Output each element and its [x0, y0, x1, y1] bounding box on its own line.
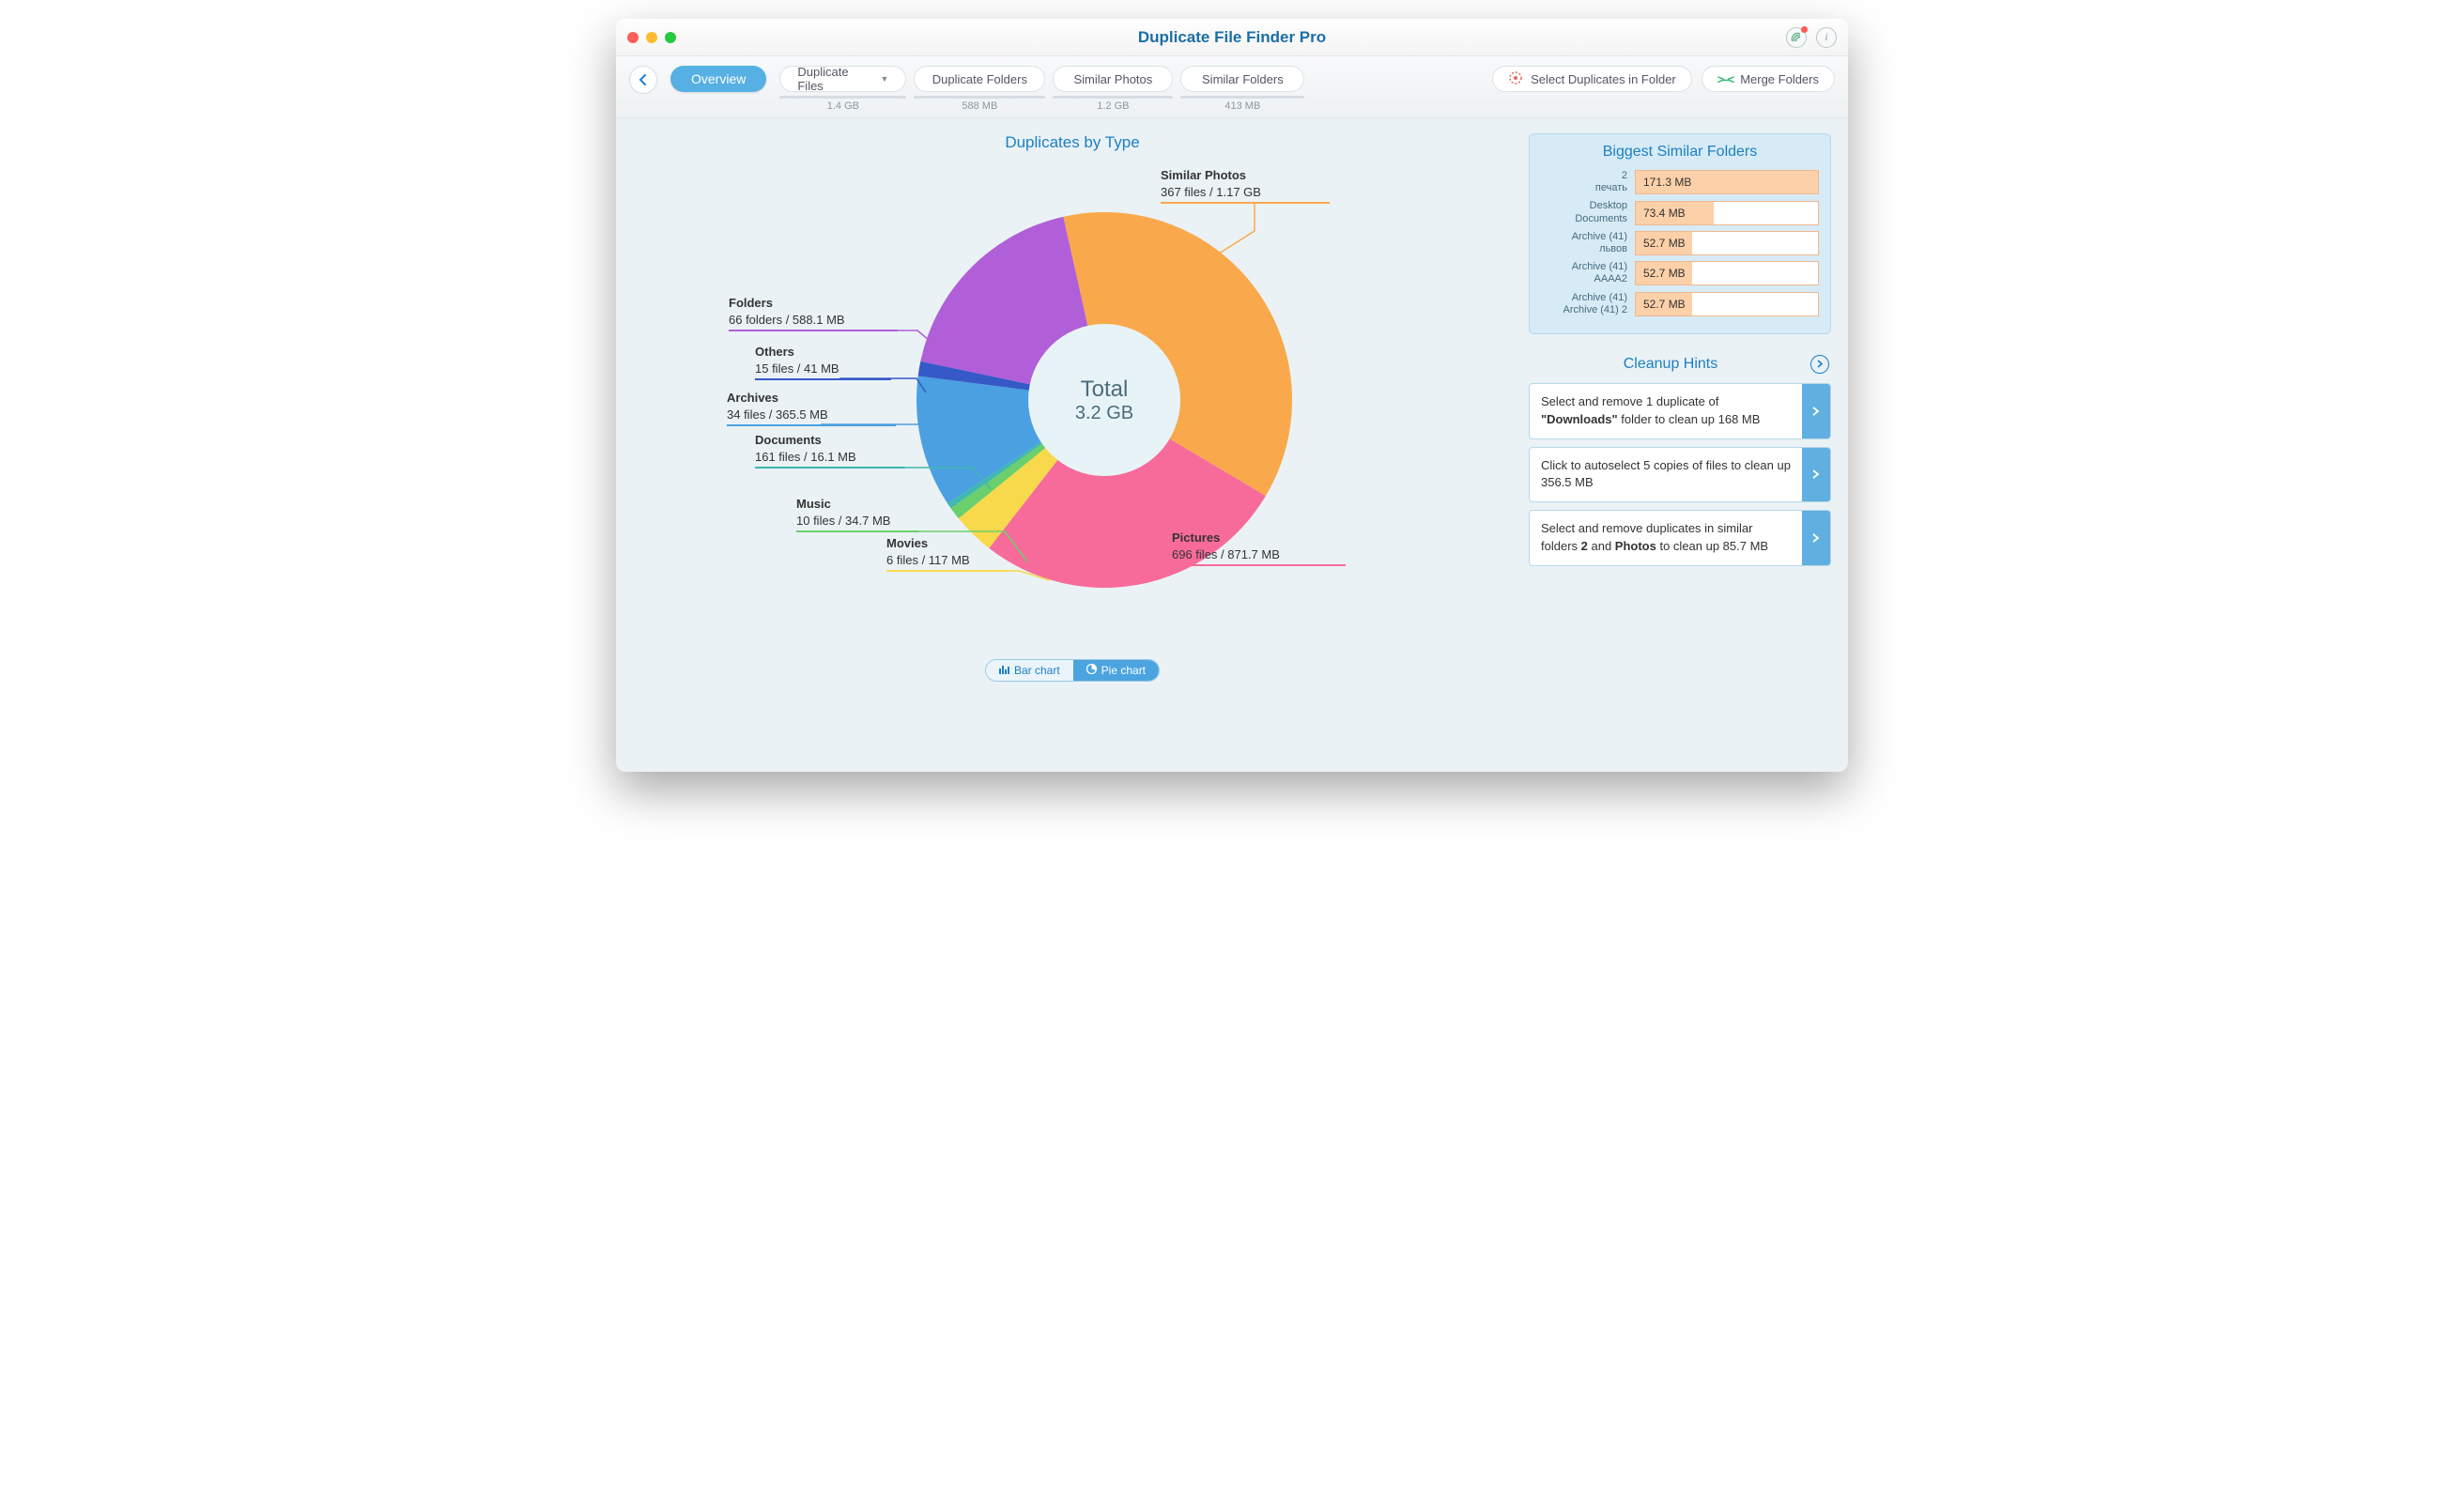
tab-group: Duplicate Files▼ Duplicate Folders Similar… — [779, 66, 1304, 112]
cleanup-hint[interactable]: Select and remove 1 duplicate of "Downlo… — [1529, 383, 1831, 439]
folder-names: DesktopDocuments — [1541, 200, 1627, 224]
pie-icon — [1086, 664, 1097, 677]
tab-duplicate-files[interactable]: Duplicate Files▼ — [779, 66, 906, 92]
status-icon[interactable] — [1786, 27, 1807, 48]
tab-meta: 1.4 GB — [779, 96, 906, 112]
label-pictures: Pictures696 files / 871.7 MB — [1172, 530, 1346, 566]
folder-size-bar: 171.3 MB — [1635, 170, 1819, 194]
hint-text: Click to autoselect 5 copies of files to… — [1530, 448, 1802, 502]
cleanup-hints-panel: Cleanup Hints Select and remove 1 duplic… — [1529, 355, 1831, 574]
folder-size-bar: 52.7 MB — [1635, 231, 1819, 255]
folder-names: Archive (41)Archive (41) 2 — [1541, 292, 1627, 316]
back-button[interactable] — [629, 66, 657, 94]
bar-icon — [999, 664, 1009, 677]
tab-meta: 1.2 GB — [1053, 96, 1173, 112]
folder-size-bar: 52.7 MB — [1635, 261, 1819, 285]
cleanup-hint[interactable]: Click to autoselect 5 copies of files to… — [1529, 447, 1831, 503]
hint-text: Select and remove 1 duplicate of "Downlo… — [1530, 384, 1802, 438]
traffic-lights — [627, 32, 676, 43]
folder-names: Archive (41)AAAA2 — [1541, 261, 1627, 285]
tab-similar-photos[interactable]: Similar Photos — [1053, 66, 1173, 92]
info-icon[interactable]: i — [1816, 27, 1837, 48]
chart-type-toggle: Bar chart Pie chart — [985, 659, 1160, 682]
folder-row[interactable]: Archive (41)Archive (41) 2 52.7 MB — [1541, 292, 1819, 316]
biggest-folders-panel: Biggest Similar Folders 2печать 171.3 MB D… — [1529, 133, 1831, 334]
label-others: Others15 files / 41 MB — [755, 344, 891, 380]
hint-go-icon — [1802, 511, 1830, 565]
tab-meta: 588 MB — [914, 96, 1045, 112]
pie-chart-toggle[interactable]: Pie chart — [1073, 660, 1159, 681]
label-documents: Documents161 files / 16.1 MB — [755, 432, 905, 469]
chart-title: Duplicates by Type — [635, 133, 1510, 152]
tab-similar-folders[interactable]: Similar Folders — [1180, 66, 1304, 92]
tab-duplicate-folders[interactable]: Duplicate Folders — [914, 66, 1045, 92]
donut-center: Total 3.2 GB — [1028, 324, 1180, 476]
chevron-right-icon[interactable] — [1810, 355, 1829, 374]
folder-names: Archive (41)львов — [1541, 231, 1627, 255]
bar-chart-toggle[interactable]: Bar chart — [986, 660, 1073, 681]
app-window: Duplicate File Finder Pro i Overview Dup… — [616, 19, 1848, 772]
label-similar_photos: Similar Photos367 files / 1.17 GB — [1161, 167, 1330, 204]
cleanup-hints-header: Cleanup Hints — [1529, 355, 1831, 374]
hint-go-icon — [1802, 448, 1830, 502]
folder-size-bar: 52.7 MB — [1635, 292, 1819, 316]
folder-size-bar: 73.4 MB — [1635, 201, 1819, 225]
folder-names: 2печать — [1541, 170, 1627, 194]
content-area: Duplicates by Type Total 3.2 GB Bar char… — [616, 118, 1848, 772]
side-panels: Biggest Similar Folders 2печать 171.3 MB D… — [1529, 118, 1848, 772]
label-movies: Movies6 files / 117 MB — [886, 535, 1009, 572]
biggest-folders-title: Biggest Similar Folders — [1541, 144, 1819, 161]
minimize-icon[interactable] — [646, 32, 657, 43]
hint-go-icon — [1802, 384, 1830, 438]
folder-row[interactable]: 2печать 171.3 MB — [1541, 170, 1819, 194]
cleanup-hint[interactable]: Select and remove duplicates in similar … — [1529, 510, 1831, 566]
close-icon[interactable] — [627, 32, 639, 43]
tab-meta: 413 MB — [1180, 96, 1304, 112]
label-music: Music10 files / 34.7 MB — [796, 496, 918, 532]
merge-folders-button[interactable]: >–< Merge Folders — [1702, 66, 1835, 92]
merge-icon: >–< — [1717, 72, 1732, 86]
folder-row[interactable]: Archive (41)AAAA2 52.7 MB — [1541, 261, 1819, 285]
select-duplicates-button[interactable]: Select Duplicates in Folder — [1492, 66, 1692, 92]
folder-row[interactable]: DesktopDocuments 73.4 MB — [1541, 200, 1819, 224]
window-title: Duplicate File Finder Pro — [616, 28, 1848, 47]
hint-text: Select and remove duplicates in similar … — [1530, 511, 1802, 565]
label-archives: Archives34 files / 365.5 MB — [727, 390, 896, 426]
titlebar: Duplicate File Finder Pro i — [616, 19, 1848, 56]
folder-row[interactable]: Archive (41)львов 52.7 MB — [1541, 231, 1819, 255]
zoom-icon[interactable] — [665, 32, 676, 43]
overview-button[interactable]: Overview — [670, 66, 766, 92]
target-icon — [1508, 70, 1523, 88]
chevron-down-icon: ▼ — [880, 74, 888, 84]
label-folders: Folders66 folders / 588.1 MB — [729, 295, 898, 331]
chart-panel: Duplicates by Type Total 3.2 GB Bar char… — [616, 118, 1529, 772]
toolbar: Overview Duplicate Files▼ Duplicate Folde… — [616, 56, 1848, 118]
